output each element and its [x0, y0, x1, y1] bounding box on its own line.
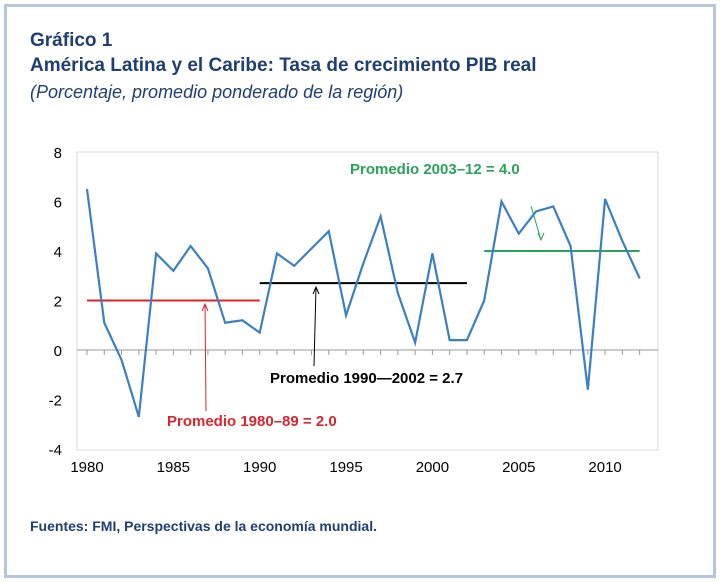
data-point — [639, 277, 641, 279]
x-tick-label: 1995 — [329, 459, 362, 476]
data-point — [311, 248, 313, 250]
average-label-2: Promedio 2003–12 = 4.0 — [350, 161, 520, 178]
data-point — [190, 245, 192, 247]
data-point — [604, 198, 606, 200]
chart-units: (Porcentaje, promedio ponderado de la re… — [30, 82, 404, 102]
arrowhead-icon — [537, 232, 545, 242]
x-tick-label: 1990 — [243, 459, 276, 476]
x-tick-label: 2005 — [502, 459, 535, 476]
arrowhead-icon — [201, 302, 209, 312]
data-point — [380, 215, 382, 217]
arrowhead-icon — [312, 285, 320, 295]
data-point — [552, 205, 554, 207]
data-point — [224, 322, 226, 324]
y-tick-label: -4 — [49, 442, 62, 459]
average-arrow-1 — [313, 286, 317, 367]
data-point — [431, 252, 433, 254]
data-point — [518, 233, 520, 235]
data-point — [466, 339, 468, 341]
data-point — [121, 359, 123, 361]
data-point — [138, 416, 140, 418]
data-point — [449, 339, 451, 341]
x-tick-label: 2010 — [588, 459, 621, 476]
x-tick-label: 2000 — [416, 459, 449, 476]
data-point — [103, 322, 105, 324]
y-tick-label: 6 — [54, 195, 62, 212]
data-point — [345, 314, 347, 316]
chart-subtitle: América Latina y el Caribe: Tasa de crec… — [30, 55, 537, 76]
data-point — [86, 188, 88, 190]
data-point — [276, 252, 278, 254]
y-tick-label: 0 — [54, 343, 62, 360]
average-label-0: Promedio 1980–89 = 2.0 — [167, 413, 337, 430]
x-tick-label: 1980 — [70, 459, 103, 476]
chart-title: Gráfico 1 — [30, 30, 113, 51]
x-tick-label: 1985 — [157, 459, 190, 476]
data-point — [397, 292, 399, 294]
data-point — [241, 319, 243, 321]
data-point — [172, 270, 174, 272]
data-point — [621, 240, 623, 242]
source-note: Fuentes: FMI, Perspectivas de la economí… — [30, 518, 377, 534]
y-tick-label: -2 — [49, 393, 62, 410]
y-tick-label: 4 — [54, 244, 62, 261]
average-arrow-2 — [530, 205, 542, 241]
average-label-1: Promedio 1990—2002 = 2.7 — [270, 370, 463, 387]
data-point — [328, 230, 330, 232]
data-point — [293, 265, 295, 267]
data-point — [155, 252, 157, 254]
y-tick-label: 2 — [54, 294, 62, 311]
data-point — [535, 210, 537, 212]
data-point — [362, 262, 364, 264]
data-point — [570, 245, 572, 247]
plot-area — [76, 151, 659, 451]
average-arrow-0 — [204, 303, 207, 412]
data-point — [483, 300, 485, 301]
data-point — [500, 201, 502, 202]
data-point — [587, 389, 589, 391]
y-tick-label: 8 — [54, 145, 62, 162]
data-point — [414, 342, 416, 344]
data-point — [207, 267, 209, 269]
data-point — [259, 332, 261, 334]
